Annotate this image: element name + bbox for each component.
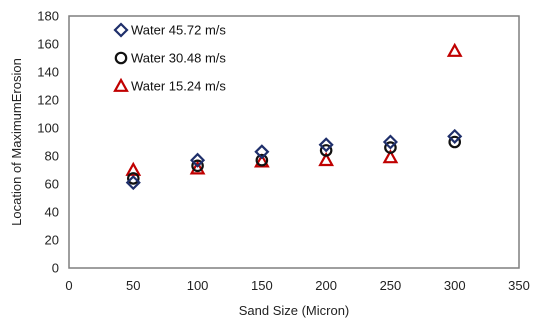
legend-label: Water 15.24 m/s [131,79,226,94]
y-tick-label: 80 [45,149,59,164]
y-tick-label: 100 [37,121,59,136]
x-tick-label: 250 [380,278,402,293]
x-tick-label: 350 [508,278,530,293]
legend-label: Water 30.48 m/s [131,51,226,66]
data-point-circle [448,135,462,149]
data-point-circle [191,159,204,173]
data-point-circle [384,141,397,154]
legend-label: Water 45.72 m/s [131,23,226,38]
legend-marker-circle [114,51,128,65]
y-axis-title: Location of MaximumErosion [9,58,24,226]
x-tick-label: 300 [444,278,466,293]
y-tick-label: 0 [52,261,59,276]
legend-marker-triangle [113,77,129,92]
data-point-diamond [382,134,398,150]
data-point-diamond [318,137,334,153]
data-point-diamond [190,152,206,168]
data-point-triangle [382,149,399,164]
y-tick-label: 120 [37,93,59,108]
data-point-circle [319,144,333,157]
data-point-diamond [447,128,463,144]
y-tick-label: 180 [37,9,59,24]
data-point-diamond [254,144,270,160]
x-tick-label: 50 [126,278,140,293]
legend-marker-diamond [113,22,129,38]
x-tick-label: 150 [251,278,273,293]
data-point-triangle [446,42,463,57]
plot-area [68,15,520,269]
data-point-triangle [125,161,142,176]
y-tick-label: 40 [45,205,59,220]
y-tick-label: 140 [37,65,59,80]
x-tick-label: 0 [65,278,72,293]
data-point-circle [255,153,269,167]
data-point-circle [126,172,140,185]
y-axis-ticks: 0 20 40 60 80 100 120 140 160 180 [37,9,59,276]
y-tick-label: 60 [45,177,59,192]
x-axis-title: Sand Size (Micron) [239,303,350,318]
data-point-diamond [125,175,141,191]
y-tick-label: 160 [37,37,59,52]
data-point-triangle [318,151,335,167]
y-tick-label: 20 [45,233,59,248]
x-axis-ticks: 0 50 100 150 200 250 300 350 [65,278,529,293]
legend: Water 45.72 m/s Water 30.48 m/s Water 15.2… [113,22,226,94]
data-markers [125,42,463,191]
x-tick-label: 200 [315,278,337,293]
x-tick-label: 100 [187,278,209,293]
data-point-triangle [189,160,206,175]
